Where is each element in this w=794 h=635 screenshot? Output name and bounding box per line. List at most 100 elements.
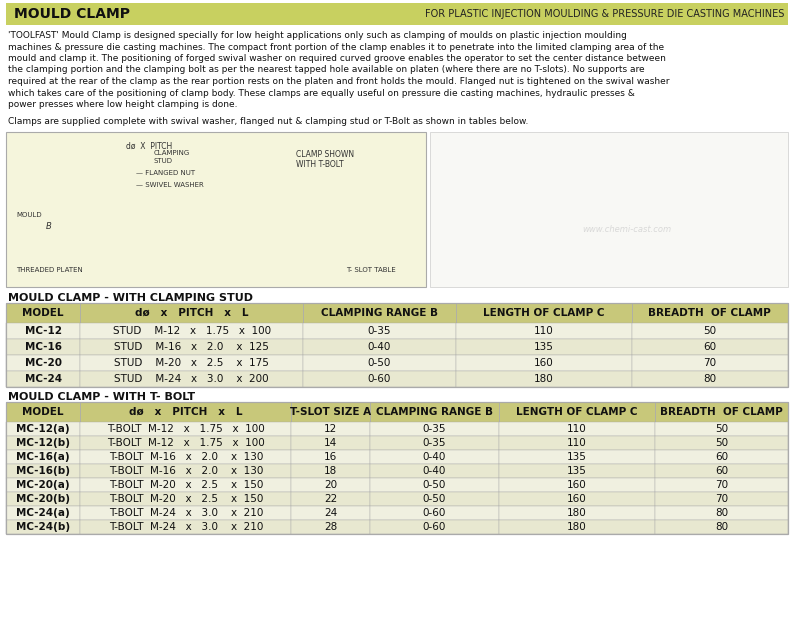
Text: 180: 180 (534, 374, 553, 384)
Bar (631, 339, 788, 355)
Bar (6, 303, 80, 323)
Text: T-BOLT  M-16   x   2.0    x  130: T-BOLT M-16 x 2.0 x 130 (109, 452, 263, 462)
Text: 0-50: 0-50 (368, 358, 391, 368)
Text: B: B (46, 222, 52, 231)
Text: STUD    M-12   x   1.75   x  100: STUD M-12 x 1.75 x 100 (113, 326, 271, 336)
Text: required at the rear of the clamp as the rear portion rests on the platen and fr: required at the rear of the clamp as the… (8, 77, 669, 86)
Text: STUD    M-24   x   3.0    x  200: STUD M-24 x 3.0 x 200 (114, 374, 269, 384)
Bar (303, 303, 456, 323)
Text: 60: 60 (715, 452, 728, 462)
Text: MC-12(a): MC-12(a) (17, 424, 70, 434)
Bar (370, 492, 499, 506)
Text: 50: 50 (715, 438, 728, 448)
Text: T-BOLT  M-12   x   1.75   x  100: T-BOLT M-12 x 1.75 x 100 (107, 424, 264, 434)
Bar (80, 492, 291, 506)
Bar (6, 492, 80, 506)
Text: MC-12(b): MC-12(b) (16, 438, 70, 448)
Text: 0-60: 0-60 (368, 374, 391, 384)
Text: mould and clamp it. The positioning of forged swival washer on required curved g: mould and clamp it. The positioning of f… (8, 54, 666, 63)
Bar (80, 303, 303, 323)
Bar (6, 3, 788, 25)
Bar (655, 520, 788, 534)
Text: LENGTH OF CLAMP C: LENGTH OF CLAMP C (483, 308, 604, 318)
Bar (303, 371, 456, 387)
Bar (6, 303, 788, 387)
Bar (80, 464, 291, 478)
Bar (6, 436, 80, 450)
Text: CLAMPING RANGE B: CLAMPING RANGE B (321, 308, 438, 318)
Text: CLAMPING: CLAMPING (154, 150, 191, 156)
Text: CLAMP SHOWN: CLAMP SHOWN (296, 150, 354, 159)
Text: 180: 180 (567, 522, 587, 532)
Text: 135: 135 (567, 466, 587, 476)
Text: 24: 24 (324, 508, 337, 518)
Bar (80, 323, 303, 339)
Text: BREADTH  OF CLAMP: BREADTH OF CLAMP (660, 407, 783, 417)
Bar (303, 339, 456, 355)
Bar (6, 422, 80, 436)
Text: T-BOLT  M-24   x   3.0    x  210: T-BOLT M-24 x 3.0 x 210 (109, 508, 263, 518)
Text: 80: 80 (715, 508, 728, 518)
Text: Clamps are supplied complete with swival washer, flanged nut & clamping stud or : Clamps are supplied complete with swival… (8, 116, 528, 126)
Bar (291, 436, 370, 450)
Bar (6, 464, 80, 478)
Bar (291, 506, 370, 520)
Text: 70: 70 (703, 358, 716, 368)
Text: MC-20(b): MC-20(b) (16, 494, 70, 504)
Bar (499, 506, 655, 520)
Text: 16: 16 (324, 452, 337, 462)
Text: power presses where low height clamping is done.: power presses where low height clamping … (8, 100, 237, 109)
Bar (631, 323, 788, 339)
Text: MOULD: MOULD (16, 212, 41, 218)
Text: 60: 60 (703, 342, 716, 352)
Bar (370, 478, 499, 492)
Text: — SWIVEL WASHER: — SWIVEL WASHER (136, 182, 204, 188)
Text: 70: 70 (715, 480, 728, 490)
Bar (80, 355, 303, 371)
Bar (655, 492, 788, 506)
Text: T-BOLT  M-16   x   2.0    x  130: T-BOLT M-16 x 2.0 x 130 (109, 466, 263, 476)
Text: 160: 160 (534, 358, 553, 368)
Bar (456, 303, 631, 323)
Text: 0-35: 0-35 (422, 424, 446, 434)
Text: dø  X  PITCH: dø X PITCH (126, 142, 172, 151)
Text: machines & pressure die casting machines. The compact front portion of the clamp: machines & pressure die casting machines… (8, 43, 664, 51)
Text: T-BOLT  M-20   x   2.5    x  150: T-BOLT M-20 x 2.5 x 150 (109, 480, 263, 490)
Bar (80, 402, 291, 422)
Text: 60: 60 (715, 466, 728, 476)
Bar (291, 492, 370, 506)
Text: MC-24: MC-24 (25, 374, 62, 384)
Bar (6, 450, 80, 464)
Bar (655, 506, 788, 520)
Bar (80, 339, 303, 355)
Bar (80, 450, 291, 464)
Text: 0-50: 0-50 (422, 494, 446, 504)
Bar (430, 132, 788, 287)
Bar (499, 492, 655, 506)
Text: 110: 110 (567, 424, 587, 434)
Bar (6, 506, 80, 520)
Bar (499, 464, 655, 478)
Text: T- SLOT TABLE: T- SLOT TABLE (346, 267, 395, 273)
Text: 80: 80 (703, 374, 716, 384)
Text: THREADED PLATEN: THREADED PLATEN (16, 267, 83, 273)
Bar (456, 323, 631, 339)
Bar (6, 339, 80, 355)
Bar (291, 464, 370, 478)
Bar (6, 355, 80, 371)
Text: CLAMPING RANGE B: CLAMPING RANGE B (376, 407, 492, 417)
Text: STUD    M-16   x   2.0    x  125: STUD M-16 x 2.0 x 125 (114, 342, 269, 352)
Text: BREADTH  OF CLAMP: BREADTH OF CLAMP (649, 308, 771, 318)
Bar (456, 339, 631, 355)
Text: dø   x   PITCH   x   L: dø x PITCH x L (129, 407, 243, 417)
Bar (291, 520, 370, 534)
Bar (655, 450, 788, 464)
Bar (655, 478, 788, 492)
Bar (6, 478, 80, 492)
Bar (499, 436, 655, 450)
Text: 0-60: 0-60 (422, 508, 446, 518)
Text: 20: 20 (324, 480, 337, 490)
Bar (499, 450, 655, 464)
Bar (6, 520, 80, 534)
Text: 0-35: 0-35 (422, 438, 446, 448)
